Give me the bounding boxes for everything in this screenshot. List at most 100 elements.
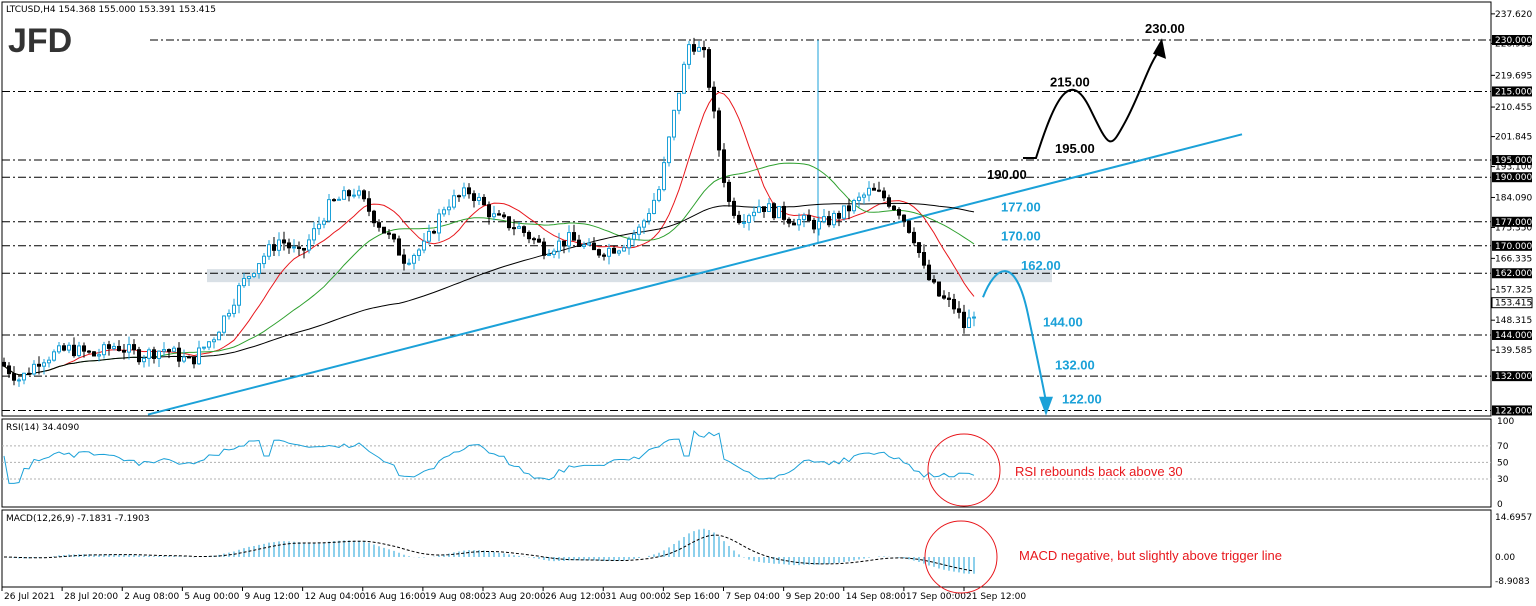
candle-body <box>542 241 546 256</box>
level-price-box <box>1492 155 1532 166</box>
candle-body <box>167 349 171 352</box>
support-zone <box>207 269 1052 283</box>
level-price-box <box>1492 86 1532 97</box>
candle-body <box>592 242 596 251</box>
candle-body <box>887 197 891 207</box>
level-price-label: 122.000 <box>1495 406 1532 416</box>
candle-body <box>862 194 866 198</box>
candle-body <box>427 230 431 242</box>
level-price-box <box>1492 268 1532 279</box>
ma-mid-line <box>3 162 975 376</box>
candle-body <box>202 346 206 349</box>
candle-body <box>417 249 421 256</box>
candle-body <box>842 205 846 219</box>
candle-body <box>922 252 926 266</box>
candle-body <box>492 213 496 218</box>
candle-body <box>422 240 426 251</box>
candle-body <box>372 210 376 224</box>
candle-body <box>152 349 156 359</box>
candle-body <box>297 246 301 250</box>
candle-body <box>387 232 391 235</box>
candle-body <box>462 187 466 197</box>
ascending-trendline <box>147 133 1243 416</box>
price-tick-label: 166.335 <box>1495 254 1532 264</box>
rsi-panel <box>1 418 1492 508</box>
candle-body <box>287 242 291 249</box>
candle-body <box>432 230 436 234</box>
time-tick-label: 5 Aug 00:00 <box>184 592 239 602</box>
level-price-box <box>1492 240 1532 251</box>
candle-body <box>102 344 106 356</box>
candle-body <box>497 213 501 216</box>
rsi-highlight-circle <box>927 433 1001 507</box>
candle-body <box>662 162 666 191</box>
candle-body <box>892 205 896 211</box>
level-text-t144: 144.00 <box>1043 314 1083 329</box>
rsi-tick-label: 30 <box>1497 475 1509 485</box>
candle-body <box>332 199 336 202</box>
candle-body <box>582 244 586 247</box>
candle-body <box>942 295 946 299</box>
rsi-annotation: RSI rebounds back above 30 <box>1015 464 1183 479</box>
candle-body <box>607 247 611 257</box>
candle-body <box>362 190 366 200</box>
candle-body <box>132 344 136 351</box>
candle-body <box>317 223 321 230</box>
candle-body <box>622 247 626 252</box>
candle-body <box>762 206 766 212</box>
candle-body <box>937 281 941 297</box>
candle-body <box>122 350 126 353</box>
candle-body <box>262 255 266 265</box>
level-price-label: 215.000 <box>1495 87 1532 97</box>
candle-body <box>67 344 71 351</box>
rsi-tick-label: 50 <box>1497 458 1509 468</box>
candle-body <box>732 200 736 216</box>
candle-body <box>642 220 646 228</box>
candle-body <box>572 232 576 241</box>
level-text-t190: 190.00 <box>987 167 1027 182</box>
time-tick-label: 21 Sep 12:00 <box>966 592 1026 602</box>
candle-body <box>767 203 771 212</box>
candle-body <box>127 344 131 353</box>
bearish-arrowhead <box>1039 396 1053 416</box>
macd-panel <box>1 509 1492 588</box>
level-text-t215: 215.00 <box>1050 74 1090 89</box>
candle-body <box>817 220 821 230</box>
candle-body <box>897 209 901 216</box>
candle-body <box>302 248 306 251</box>
candle-body <box>692 44 696 52</box>
candle-body <box>442 209 446 215</box>
level-price-box <box>1492 35 1532 45</box>
bullish-arrowhead <box>1153 38 1166 59</box>
candle-body <box>457 195 461 198</box>
level-price-box <box>1492 172 1532 183</box>
candle-body <box>747 215 751 223</box>
candle-body <box>787 218 791 224</box>
level-price-label: 170.000 <box>1495 242 1532 252</box>
level-price-label: 132.000 <box>1495 372 1532 382</box>
bearish-scenario-path <box>982 270 1047 403</box>
candle-body <box>857 196 861 202</box>
candle-body <box>672 109 676 138</box>
candle-body <box>727 181 731 202</box>
candle-body <box>872 187 876 191</box>
candle-body <box>477 196 481 201</box>
candle-body <box>527 231 531 240</box>
level-text-t170: 170.00 <box>1001 229 1041 244</box>
time-tick-label: 26 Aug 12:00 <box>545 592 606 602</box>
bullish-scenario-path <box>1023 49 1161 159</box>
candle-body <box>697 47 701 52</box>
candle-body <box>337 198 341 201</box>
candle-body <box>407 262 411 265</box>
candle-body <box>137 349 141 363</box>
candle-body <box>207 341 211 348</box>
level-price-box <box>1492 371 1532 382</box>
candle-body <box>737 214 741 224</box>
level-price-label: 177.000 <box>1495 218 1532 228</box>
candle-body <box>242 277 246 287</box>
current-price-box <box>1491 297 1533 309</box>
time-tick-label: 9 Sep 20:00 <box>786 592 841 602</box>
candle-body <box>177 347 181 362</box>
candle-body <box>667 136 671 164</box>
rsi-header: RSI(14) 34.4090 <box>6 423 79 433</box>
